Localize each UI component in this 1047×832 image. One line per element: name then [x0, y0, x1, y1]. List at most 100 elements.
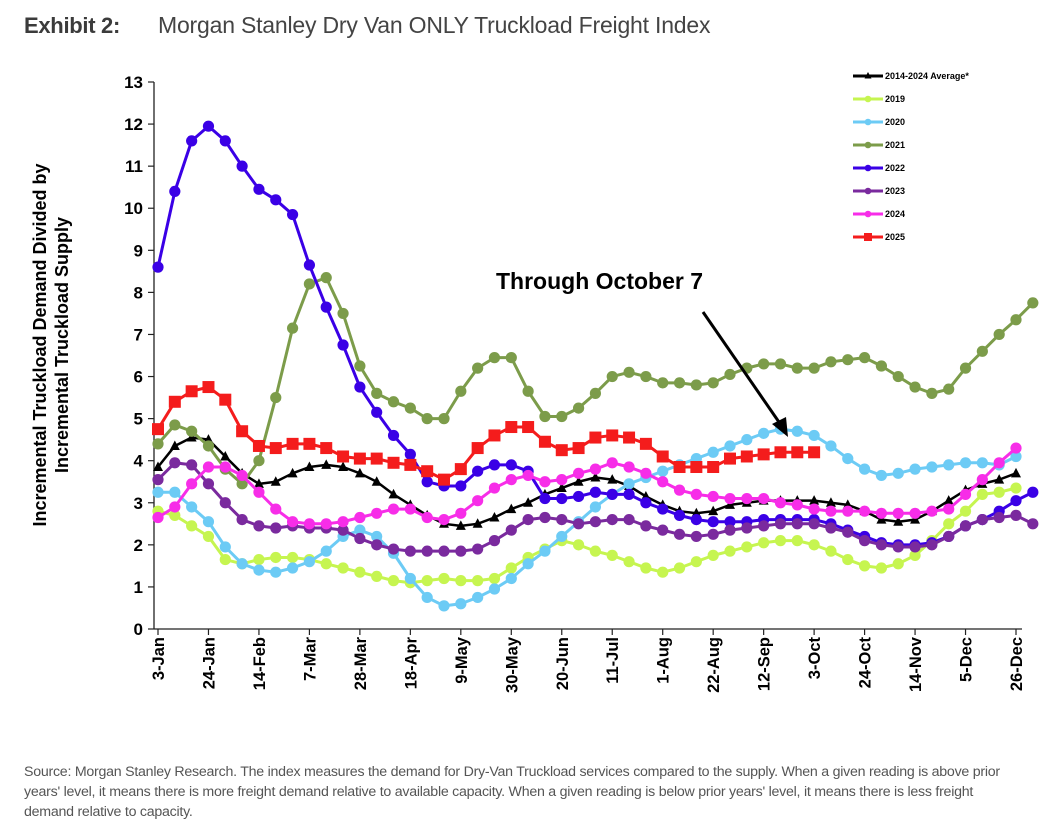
- header: Exhibit 2: Morgan Stanley Dry Van ONLY T…: [24, 12, 710, 46]
- legend-item: 2021: [853, 140, 905, 150]
- data-point: [993, 511, 1005, 524]
- data-point: [354, 381, 366, 393]
- data-point: [707, 377, 719, 389]
- data-point: [522, 469, 534, 482]
- data-point: [186, 459, 198, 471]
- x-tick-label: 20-Jun: [554, 637, 572, 690]
- data-point: [371, 530, 383, 543]
- data-point: [606, 429, 619, 442]
- data-point: [673, 562, 686, 574]
- y-tick-label: 13: [124, 73, 143, 92]
- data-point: [303, 437, 316, 450]
- data-point: [976, 457, 988, 469]
- y-tick-label: 8: [134, 283, 143, 302]
- data-point: [994, 474, 1005, 484]
- series-2024: [152, 442, 1022, 530]
- data-point: [589, 516, 602, 528]
- legend-label: 2023: [885, 186, 905, 196]
- data-point: [169, 501, 181, 513]
- data-point: [505, 421, 518, 434]
- legend-label: 2024: [885, 209, 905, 219]
- data-point: [522, 558, 534, 570]
- data-point: [354, 532, 366, 545]
- legend-label: 2022: [885, 163, 905, 173]
- data-point: [926, 387, 938, 399]
- data-point: [505, 562, 517, 574]
- y-tick-label: 2: [134, 536, 143, 555]
- data-point: [455, 480, 467, 492]
- data-point: [438, 514, 450, 526]
- data-point: [186, 478, 198, 490]
- x-tick-label: 5-Dec: [958, 637, 976, 682]
- legend-marker: [864, 210, 872, 218]
- data-point: [506, 503, 517, 514]
- data-point: [236, 160, 248, 172]
- data-point: [472, 575, 484, 587]
- data-point: [270, 476, 281, 486]
- data-point: [572, 467, 585, 479]
- data-point: [639, 437, 652, 450]
- data-point: [623, 514, 635, 526]
- data-point: [253, 553, 265, 566]
- data-point: [976, 514, 988, 526]
- data-point: [472, 362, 484, 374]
- data-point: [152, 486, 164, 498]
- data-point: [253, 520, 265, 532]
- data-point: [892, 370, 904, 383]
- data-point: [741, 522, 753, 534]
- data-point: [724, 545, 736, 557]
- legend-label: 2021: [885, 140, 905, 150]
- data-point: [404, 448, 416, 460]
- data-point: [488, 583, 501, 595]
- data-point: [657, 377, 669, 389]
- data-point: [909, 381, 921, 393]
- data-point: [320, 545, 332, 557]
- data-point: [253, 455, 265, 467]
- data-point: [808, 446, 821, 459]
- data-point: [606, 549, 618, 561]
- data-point: [758, 358, 770, 370]
- series-line: [157, 446, 1017, 526]
- data-point: [421, 413, 433, 425]
- data-point: [808, 518, 820, 530]
- data-point: [959, 457, 972, 469]
- data-point: [724, 452, 736, 465]
- data-point: [993, 328, 1005, 341]
- data-point: [438, 545, 450, 557]
- data-point: [875, 360, 888, 372]
- data-point: [909, 507, 921, 519]
- data-point: [253, 478, 264, 488]
- data-point: [724, 440, 736, 452]
- data-point: [808, 429, 820, 442]
- data-point: [202, 461, 215, 473]
- data-point: [774, 358, 787, 370]
- data-point: [286, 562, 299, 574]
- data-point: [623, 461, 635, 473]
- data-point: [959, 520, 972, 532]
- data-point: [623, 366, 635, 378]
- annotation: Through October 7: [496, 268, 788, 437]
- data-point: [488, 482, 501, 494]
- data-point: [455, 520, 466, 530]
- data-point: [523, 497, 534, 507]
- data-point: [421, 575, 433, 587]
- data-point: [606, 370, 618, 383]
- annotation-text: Through October 7: [496, 268, 703, 294]
- legend-item: 2020: [853, 117, 905, 127]
- data-point: [875, 507, 888, 519]
- data-point: [253, 564, 265, 576]
- data-point: [740, 450, 753, 463]
- data-point: [337, 524, 349, 536]
- data-point: [505, 572, 517, 585]
- data-point: [169, 440, 180, 450]
- data-point: [809, 495, 820, 505]
- data-point: [186, 520, 198, 532]
- data-point: [758, 427, 770, 439]
- data-point: [707, 461, 720, 474]
- data-point: [220, 450, 231, 461]
- data-point: [959, 488, 972, 500]
- data-point: [589, 431, 602, 444]
- series-line: [158, 427, 1017, 608]
- data-point: [892, 558, 904, 570]
- data-point: [690, 461, 703, 474]
